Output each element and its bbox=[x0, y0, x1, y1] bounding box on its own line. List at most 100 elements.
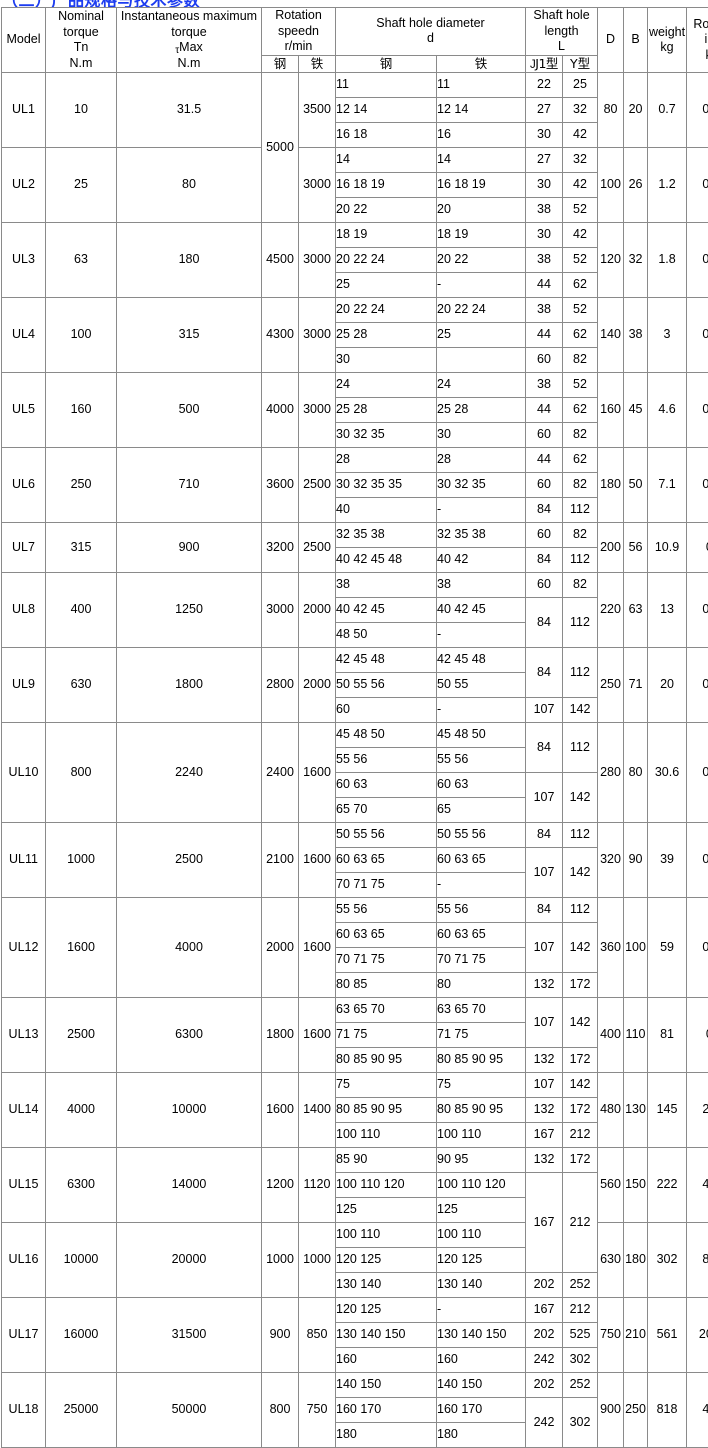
header-rotation-speed: Rotation speedn r/min bbox=[262, 8, 336, 56]
header-rotational-inertia-line2: inertia bbox=[687, 32, 708, 48]
cell-diameter-steel: 65 70 bbox=[336, 798, 437, 823]
cell-diameter-iron: 16 18 19 bbox=[437, 173, 526, 198]
cell-length-j1: 132 bbox=[526, 1148, 563, 1173]
cell-nominal-torque: 25000 bbox=[46, 1373, 117, 1448]
cell-speed-iron: 3000 bbox=[299, 298, 336, 373]
cell-diameter-iron: 80 85 90 95 bbox=[437, 1098, 526, 1123]
cell-nominal-torque: 10000 bbox=[46, 1223, 117, 1298]
cell-diameter-iron: 60 63 bbox=[437, 773, 526, 798]
cell-B: 130 bbox=[624, 1073, 648, 1148]
header-row-main: Model Nominal torque Tn N.m Instantaneou… bbox=[2, 8, 708, 56]
cell-length-y: 52 bbox=[563, 298, 598, 323]
cell-speed-steel: 3000 bbox=[262, 573, 299, 648]
cell-speed-iron: 1600 bbox=[299, 723, 336, 823]
cell-D: 400 bbox=[598, 998, 624, 1073]
cell-diameter-steel: 18 19 bbox=[336, 223, 437, 248]
cell-B: 180 bbox=[624, 1223, 648, 1298]
cell-length-y: 212 bbox=[563, 1298, 598, 1323]
cell-length-y: 142 bbox=[563, 923, 598, 973]
cell-diameter-iron: 100 110 bbox=[437, 1223, 526, 1248]
cell-diameter-steel: 11 bbox=[336, 73, 437, 98]
cell-nominal-torque: 100 bbox=[46, 298, 117, 373]
cell-length-y: 142 bbox=[563, 998, 598, 1048]
cell-length-j1: 44 bbox=[526, 448, 563, 473]
cell-instant-max-torque: 6300 bbox=[117, 998, 262, 1073]
cell-length-j1: 167 bbox=[526, 1123, 563, 1148]
cell-length-y: 82 bbox=[563, 423, 598, 448]
cell-D: 160 bbox=[598, 373, 624, 448]
cell-weight: 0.7 bbox=[648, 73, 687, 148]
cell-speed-steel: 4000 bbox=[262, 373, 299, 448]
cell-diameter-iron: 80 85 90 95 bbox=[437, 1048, 526, 1073]
cell-model: UL10 bbox=[2, 723, 46, 823]
cell-speed-steel: 1800 bbox=[262, 998, 299, 1073]
cell-B: 100 bbox=[624, 898, 648, 998]
cell-diameter-steel: 50 55 56 bbox=[336, 823, 437, 848]
cell-diameter-iron: 130 140 150 bbox=[437, 1323, 526, 1348]
cell-length-j1: 38 bbox=[526, 248, 563, 273]
cell-diameter-steel: 24 bbox=[336, 373, 437, 398]
cell-nominal-torque: 315 bbox=[46, 523, 117, 573]
header-length-y: Y型 bbox=[563, 55, 598, 72]
header-nominal-torque-line1: Nominal bbox=[46, 9, 116, 25]
cell-length-j1: 44 bbox=[526, 323, 563, 348]
cell-B: 71 bbox=[624, 648, 648, 723]
cell-model: UL11 bbox=[2, 823, 46, 898]
cell-diameter-steel: 55 56 bbox=[336, 748, 437, 773]
cell-D: 630 bbox=[598, 1223, 624, 1298]
cell-speed-steel: 2800 bbox=[262, 648, 299, 723]
cell-diameter-iron: 65 bbox=[437, 798, 526, 823]
cell-diameter-iron: 25 28 bbox=[437, 398, 526, 423]
header-speed-steel: 钢 bbox=[262, 55, 299, 72]
cell-speed-steel: 2400 bbox=[262, 723, 299, 823]
cell-length-j1: 202 bbox=[526, 1323, 563, 1348]
cell-length-j1: 84 bbox=[526, 598, 563, 648]
cell-diameter-iron: 30 32 35 bbox=[437, 473, 526, 498]
cell-weight: 59 bbox=[648, 898, 687, 998]
cell-B: 63 bbox=[624, 573, 648, 648]
header-speed-iron: 铁 bbox=[299, 55, 336, 72]
cell-speed-iron: 1600 bbox=[299, 998, 336, 1073]
cell-diameter-steel: 100 110 bbox=[336, 1223, 437, 1248]
cell-instant-max-torque: 31500 bbox=[117, 1298, 262, 1373]
cell-length-j1: 38 bbox=[526, 373, 563, 398]
cell-length-y: 112 bbox=[563, 598, 598, 648]
cell-length-y: 212 bbox=[563, 1123, 598, 1148]
cell-B: 150 bbox=[624, 1148, 648, 1223]
cell-instant-max-torque: 2240 bbox=[117, 723, 262, 823]
header-shaft-hole-length-line2: length bbox=[526, 24, 597, 40]
cell-weight: 81 bbox=[648, 998, 687, 1073]
cell-rotational-inertia: 0.0044 bbox=[687, 298, 708, 373]
cell-D: 480 bbox=[598, 1073, 624, 1148]
cell-diameter-steel: 38 bbox=[336, 573, 437, 598]
cell-nominal-torque: 630 bbox=[46, 648, 117, 723]
cell-diameter-iron: 18 19 bbox=[437, 223, 526, 248]
cell-length-j1: 84 bbox=[526, 723, 563, 773]
cell-length-j1: 84 bbox=[526, 823, 563, 848]
cell-speed-steel: 800 bbox=[262, 1373, 299, 1448]
cell-diameter-iron: 45 48 50 bbox=[437, 723, 526, 748]
cell-length-j1: 60 bbox=[526, 348, 563, 373]
cell-length-y: 302 bbox=[563, 1348, 598, 1373]
cell-nominal-torque: 6300 bbox=[46, 1148, 117, 1223]
cell-weight: 818 bbox=[648, 1373, 687, 1448]
cell-speed-steel: 2000 bbox=[262, 898, 299, 998]
cell-weight: 1.2 bbox=[648, 148, 687, 223]
cell-length-y: 62 bbox=[563, 398, 598, 423]
shaft-coupling-spec-table: Model Nominal torque Tn N.m Instantaneou… bbox=[1, 7, 708, 1448]
cell-length-y: 82 bbox=[563, 523, 598, 548]
header-rotation-speed-line2: speedn bbox=[262, 24, 335, 40]
cell-length-y: 112 bbox=[563, 823, 598, 848]
cell-diameter-steel: 80 85 bbox=[336, 973, 437, 998]
cell-rotational-inertia: 0.0084 bbox=[687, 373, 708, 448]
cell-weight: 10.9 bbox=[648, 523, 687, 573]
cell-nominal-torque: 10 bbox=[46, 73, 117, 148]
cell-diameter-iron: 180 bbox=[437, 1423, 526, 1448]
cell-rotational-inertia: 2.2616 bbox=[687, 1073, 708, 1148]
cell-diameter-iron: 100 110 120 bbox=[437, 1173, 526, 1198]
cell-length-j1: 202 bbox=[526, 1373, 563, 1398]
cell-instant-max-torque: 710 bbox=[117, 448, 262, 523]
